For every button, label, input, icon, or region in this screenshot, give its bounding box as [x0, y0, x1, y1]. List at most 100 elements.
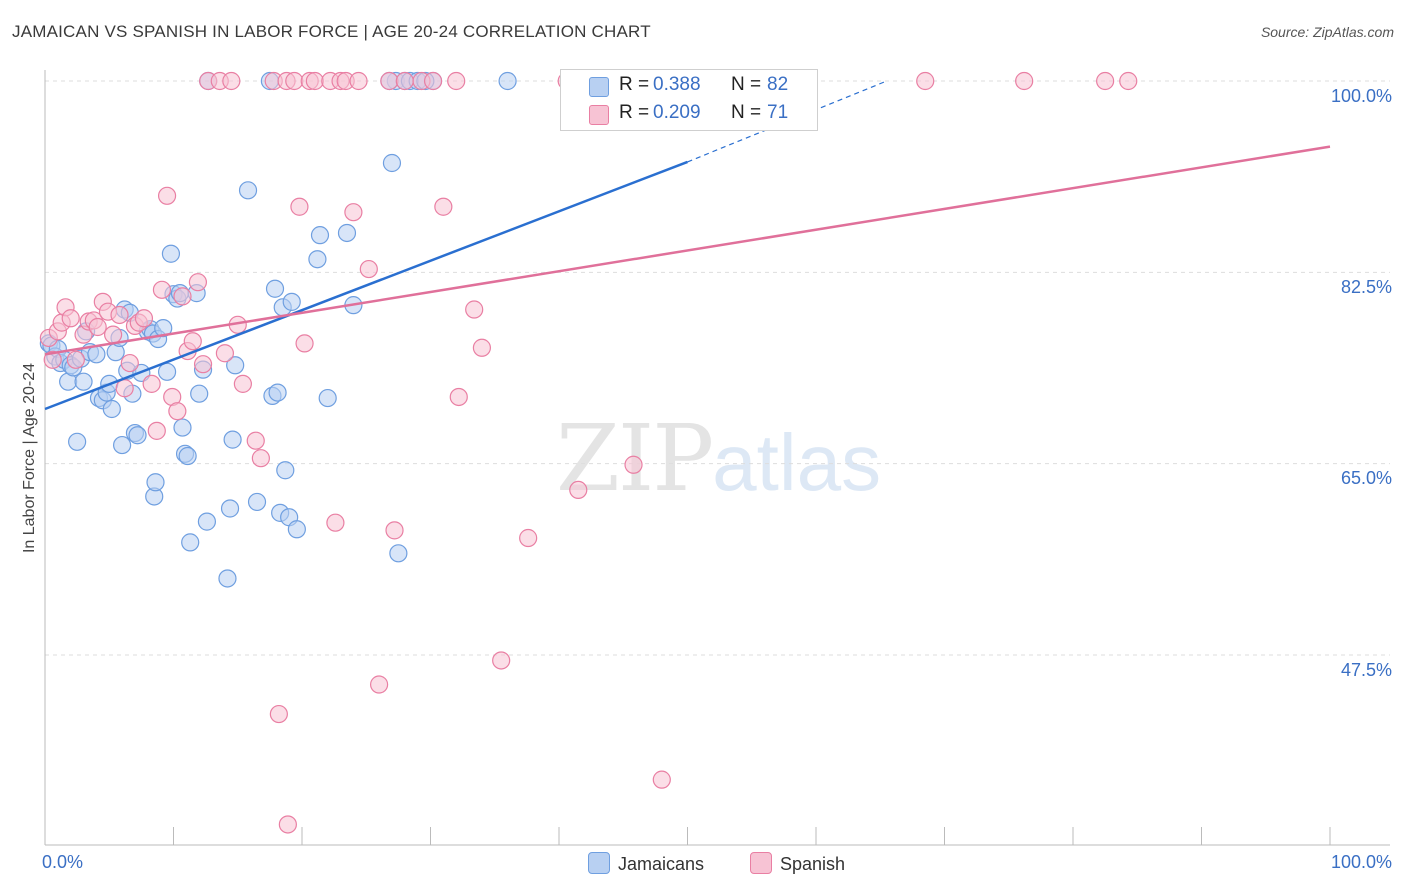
data-point-jamaicans [268, 383, 287, 402]
data-point-jamaicans [223, 430, 242, 449]
data-point-spanish [61, 309, 80, 328]
data-point-jamaicans [178, 446, 197, 466]
data-point-jamaicans [128, 426, 147, 445]
data-point-spanish [326, 513, 345, 532]
legend-n-label: N = [731, 102, 762, 123]
x-tick-label-left: 0.0% [42, 852, 84, 872]
data-point-spanish [434, 197, 453, 216]
data-point-spanish [916, 71, 935, 91]
trend-line-spanish [44, 145, 1331, 356]
data-point-spanish [157, 186, 177, 205]
data-point-spanish [344, 203, 363, 222]
chart-title: JAMAICAN VS SPANISH IN LABOR FORCE | AGE… [12, 22, 651, 41]
data-point-jamaicans [102, 399, 121, 419]
data-point-spanish [380, 71, 399, 91]
data-point-jamaicans [389, 544, 408, 563]
data-point-jamaicans [190, 384, 209, 403]
data-point-spanish [447, 71, 466, 91]
legend-r-label: R = [619, 102, 650, 123]
bottom-legend-swatch-blue [588, 852, 610, 874]
data-point-spanish [295, 334, 314, 353]
legend-r-value: 0.388 [653, 74, 701, 95]
bottom-legend-label: Jamaicans [618, 854, 705, 874]
x-tick-label-right: 100.0% [1330, 852, 1392, 872]
y-axis-label: In Labor Force | Age 20-24 [21, 362, 38, 554]
data-point-spanish [183, 332, 202, 351]
data-point-spanish [152, 280, 172, 299]
data-point-spanish [385, 521, 404, 540]
data-point-jamaicans [218, 569, 237, 588]
y-tick-label: 82.5% [1340, 277, 1392, 297]
data-point-spanish [168, 402, 187, 421]
data-point-jamaicans [276, 461, 295, 480]
data-point-spanish [233, 374, 252, 393]
data-point-spanish [278, 815, 297, 834]
data-point-spanish [624, 455, 643, 474]
data-point-spanish [147, 421, 166, 440]
y-tick-label: 47.5% [1340, 660, 1392, 680]
data-point-spanish [110, 305, 129, 325]
data-point-spanish [359, 259, 378, 279]
data-point-spanish [269, 704, 288, 724]
bottom-legend-spanish: Spanish [750, 852, 845, 875]
legend: R = 0.388 N = 82 R = 0.209 N = 71 [560, 69, 818, 131]
data-point-spanish [305, 71, 324, 91]
data-point-jamaicans [181, 533, 200, 552]
data-point-spanish [215, 344, 234, 363]
data-point-jamaicans [74, 372, 93, 391]
data-point-spanish [43, 350, 62, 369]
legend-swatch-blue [589, 77, 609, 97]
data-point-spanish [115, 379, 134, 398]
data-point-spanish [251, 449, 270, 468]
data-point-jamaicans [308, 250, 327, 269]
data-point-spanish [1096, 71, 1115, 91]
legend-row-jamaicans: R = 0.388 N = 82 [561, 72, 817, 100]
y-tick-label: 65.0% [1340, 468, 1392, 488]
data-point-spanish [492, 651, 511, 670]
legend-row-spanish: R = 0.209 N = 71 [561, 100, 817, 128]
data-point-jamaicans [382, 153, 402, 173]
legend-n-value: 71 [767, 102, 789, 123]
data-point-jamaicans [197, 512, 217, 531]
data-point-spanish [423, 71, 443, 91]
data-point-jamaicans [287, 520, 306, 539]
data-point-jamaicans [282, 292, 301, 311]
data-point-spanish [104, 325, 123, 344]
data-point-jamaicans [157, 362, 177, 381]
data-point-spanish [120, 353, 139, 373]
data-point-spanish [472, 338, 491, 357]
data-point-spanish [188, 273, 208, 292]
legend-n-label: N = [731, 74, 762, 95]
data-point-jamaicans [337, 223, 357, 243]
data-point-jamaicans [265, 279, 285, 298]
y-tick-label: 100.0% [1330, 86, 1392, 106]
data-point-jamaicans [318, 388, 337, 408]
data-point-spanish [519, 528, 538, 548]
data-point-spanish [173, 287, 192, 306]
data-point-jamaicans [161, 244, 181, 263]
trend-line-jamaicans [44, 160, 688, 411]
legend-n-value: 82 [767, 74, 789, 95]
data-point-spanish [569, 480, 588, 500]
data-point-jamaicans [238, 181, 258, 200]
data-point-jamaicans [173, 418, 192, 437]
data-point-spanish [290, 197, 309, 216]
data-point-jamaicans [87, 345, 106, 364]
chart-source: Source: ZipAtlas.com [1260, 24, 1394, 40]
bottom-legend-swatch-pink [750, 852, 772, 874]
data-point-spanish [66, 350, 85, 369]
data-point-spanish [88, 317, 107, 337]
data-point-jamaicans [68, 432, 87, 451]
watermark-atlas: atlas [712, 418, 882, 507]
bottom-legend-label: Spanish [780, 854, 846, 874]
data-point-jamaicans [220, 499, 240, 518]
data-point-spanish [349, 71, 368, 91]
data-point-jamaicans [310, 226, 330, 245]
data-point-jamaicans [247, 492, 267, 512]
data-point-jamaicans [498, 71, 517, 91]
data-point-spanish [222, 71, 241, 91]
data-point-spanish [652, 770, 671, 789]
legend-r-label: R = [619, 74, 650, 95]
data-point-jamaicans [154, 318, 173, 338]
